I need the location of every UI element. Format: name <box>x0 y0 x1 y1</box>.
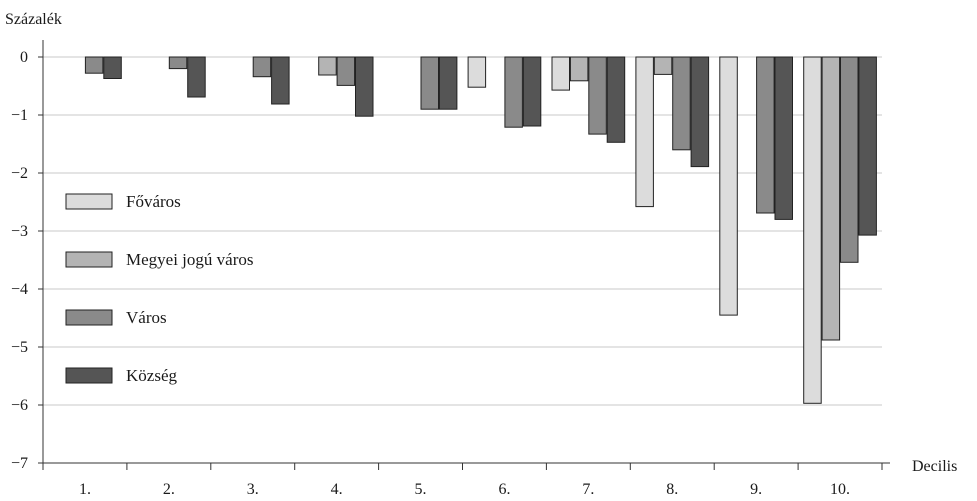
legend-swatch <box>65 309 113 326</box>
bar <box>690 56 710 168</box>
bar <box>840 56 859 263</box>
bar <box>187 56 206 98</box>
bar <box>252 56 272 78</box>
bar <box>719 56 738 316</box>
legend: Főváros Megyei jogú város Város Község <box>65 192 253 385</box>
x-tick-label: 5. <box>415 481 427 498</box>
grid-lines <box>43 56 882 406</box>
y-tick-label: −4 <box>11 281 28 298</box>
bar <box>821 56 841 341</box>
legend-swatch <box>65 251 113 268</box>
bar <box>168 56 188 70</box>
bar <box>569 56 589 82</box>
bar <box>84 56 104 74</box>
bar <box>653 56 673 75</box>
bar <box>774 56 793 220</box>
x-tick-label: 2. <box>163 481 175 498</box>
x-tick-label: 6. <box>498 481 510 498</box>
bar <box>672 56 691 151</box>
y-tick-label: −2 <box>11 165 28 182</box>
x-tick-label: 8. <box>666 481 678 498</box>
bar <box>318 56 337 76</box>
y-tick-label: −6 <box>11 397 28 414</box>
y-axis-label: Százalék <box>5 11 62 28</box>
bar <box>858 56 877 236</box>
y-tick-label: 0 <box>20 49 28 66</box>
bar <box>606 56 626 143</box>
bar <box>504 56 523 128</box>
x-axis-label: Decilis <box>912 458 957 475</box>
y-tick-label: −7 <box>11 455 28 472</box>
bar <box>551 56 570 91</box>
bar <box>355 56 374 117</box>
bar <box>588 56 607 135</box>
x-tick-label: 9. <box>750 481 762 498</box>
bar <box>336 56 356 86</box>
bar <box>467 56 487 88</box>
y-tick-label: −1 <box>11 107 28 124</box>
x-tick-label: 7. <box>582 481 594 498</box>
bar <box>438 56 458 110</box>
x-tick-label: 10. <box>830 481 850 498</box>
x-tick-label: 3. <box>247 481 259 498</box>
legend-swatch <box>65 193 113 210</box>
bar <box>271 56 290 105</box>
axes: 0 −1 −2 −3 −4 −5 −6 −7 1. 2. 3. 4. 5. 6. 7. 8. 9. 10. <box>11 40 890 498</box>
legend-label: Főváros <box>126 192 181 211</box>
x-tick-label: 4. <box>331 481 343 498</box>
legend-label: Község <box>126 366 177 385</box>
y-tick-label: −3 <box>11 223 28 240</box>
bar <box>635 56 654 208</box>
x-tick-label: 1. <box>79 481 91 498</box>
legend-label: Megyei jogú város <box>126 250 253 269</box>
bars <box>84 56 877 404</box>
bar <box>756 56 775 214</box>
legend-swatch <box>65 367 113 384</box>
bar <box>103 56 122 79</box>
legend-label: Város <box>126 308 167 327</box>
bar <box>420 56 439 110</box>
bar <box>803 56 822 404</box>
bar <box>522 56 542 127</box>
y-tick-label: −5 <box>11 339 28 356</box>
